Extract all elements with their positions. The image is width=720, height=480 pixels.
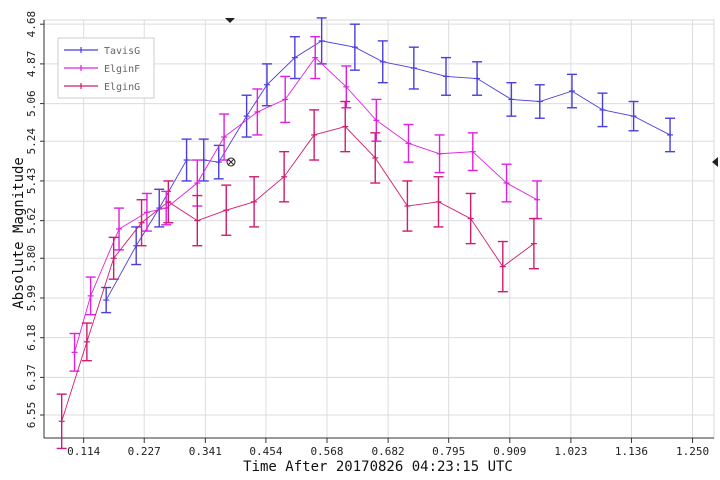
y-axis-title: Absolute Magnitude — [11, 157, 27, 309]
cursor-crosshair-icon — [226, 157, 236, 167]
data-point-elginf — [87, 292, 94, 299]
legend-item-elging: ElginG — [64, 82, 140, 93]
data-point-tavisg — [599, 106, 606, 113]
legend-item-elginf: ElginF — [64, 64, 140, 75]
data-point-elging — [404, 203, 411, 210]
legend-label: TavisG — [104, 46, 140, 57]
y-tick-label: 5.06 — [25, 90, 38, 117]
data-point-elginf — [405, 140, 412, 147]
data-point-tavisg — [291, 54, 298, 61]
axes: 0.114 0.227 0.341 0.454 0.568 0.682 0.795 0.909… — [25, 11, 714, 458]
y-tick-label: 5.80 — [25, 245, 38, 272]
x-tick-label: 0.568 — [310, 445, 343, 458]
data-point-elginf — [221, 134, 228, 141]
series-tavisg — [101, 17, 676, 314]
data-point-elging — [311, 131, 318, 138]
data-point-elginf — [343, 83, 350, 90]
data-point-tavisg — [379, 58, 386, 65]
y-tick-label: 5.62 — [25, 207, 38, 234]
data-point-elginf — [71, 349, 78, 356]
data-point-elging — [58, 418, 65, 425]
data-point-elginf — [312, 54, 319, 61]
legend-label: ElginF — [104, 64, 140, 75]
data-point-elging — [530, 240, 537, 247]
plot-area — [43, 19, 715, 439]
data-point-tavisg — [215, 159, 222, 166]
x-tick-label: 0.227 — [128, 445, 161, 458]
data-point-elging — [372, 154, 379, 161]
x-tick-label: 1.136 — [615, 445, 648, 458]
data-point-elging — [194, 217, 201, 224]
legend-item-tavisg: TavisG — [64, 46, 140, 57]
data-point-elginf — [534, 196, 541, 203]
data-point-elginf — [436, 150, 443, 157]
y-tick-label: 5.99 — [25, 285, 38, 312]
data-point-tavisg — [183, 157, 190, 164]
data-point-tavisg — [667, 131, 674, 138]
x-tick-label: 0.454 — [249, 445, 282, 458]
data-point-tavisg — [410, 65, 417, 72]
y-tick-label: 6.55 — [25, 402, 38, 429]
data-point-elginf — [194, 180, 201, 187]
data-point-elginf — [254, 108, 261, 115]
series-elginf — [69, 36, 543, 372]
y-tick-label: 5.43 — [25, 168, 38, 195]
data-point-elging — [435, 198, 442, 205]
data-point-tavisg — [156, 205, 163, 212]
x-tick-label: 0.682 — [372, 445, 405, 458]
y-tick-label: 5.24 — [25, 128, 38, 155]
data-point-elginf — [143, 209, 150, 216]
x-tick-label: 1.250 — [676, 445, 709, 458]
x-tick-label: 0.341 — [189, 445, 222, 458]
top-marker-icon — [225, 18, 235, 23]
data-point-elging — [467, 215, 474, 222]
data-point-elging — [83, 338, 90, 345]
data-point-tavisg — [443, 73, 449, 80]
data-point-elginf — [373, 117, 380, 124]
data-point-elginf — [116, 226, 123, 232]
data-point-elginf — [282, 96, 289, 103]
y-tick-label: 6.37 — [25, 364, 38, 391]
x-tick-label: 0.795 — [432, 445, 465, 458]
data-point-tavisg — [508, 96, 515, 103]
data-point-tavisg — [351, 44, 358, 51]
y-tick-label: 6.18 — [25, 324, 38, 351]
x-tick-label: 0.909 — [493, 445, 526, 458]
data-point-tavisg — [103, 297, 110, 304]
data-point-elging — [499, 263, 506, 270]
data-point-tavisg — [536, 98, 543, 105]
data-point-elginf — [469, 148, 476, 155]
data-point-elging — [165, 198, 172, 205]
data-point-elging — [342, 123, 349, 130]
data-point-tavisg — [243, 113, 250, 120]
series-layer — [56, 17, 676, 450]
y-tick-label: 4.87 — [25, 51, 38, 78]
x-axis-title: Time After 20170826 04:23:15 UTC — [243, 459, 513, 475]
data-point-tavisg — [263, 81, 270, 88]
data-point-elging — [110, 255, 117, 262]
data-point-tavisg — [474, 75, 481, 82]
y-tick-label: 4.68 — [25, 11, 38, 38]
x-tick-label: 1.023 — [554, 445, 587, 458]
legend: TavisG ElginF ElginG — [57, 37, 155, 99]
data-point-tavisg — [318, 37, 325, 44]
data-point-elging — [281, 173, 288, 180]
series-elging — [56, 100, 539, 450]
legend-label: ElginG — [104, 82, 140, 93]
data-point-elging — [138, 219, 145, 226]
data-point-elginf — [503, 180, 510, 187]
data-point-tavisg — [630, 113, 637, 120]
x-tick-label: 0.114 — [67, 445, 100, 458]
right-marker-icon — [712, 157, 718, 167]
data-point-elging — [223, 207, 230, 214]
data-point-tavisg — [568, 88, 575, 95]
data-point-elging — [251, 198, 258, 205]
grid — [43, 19, 715, 439]
